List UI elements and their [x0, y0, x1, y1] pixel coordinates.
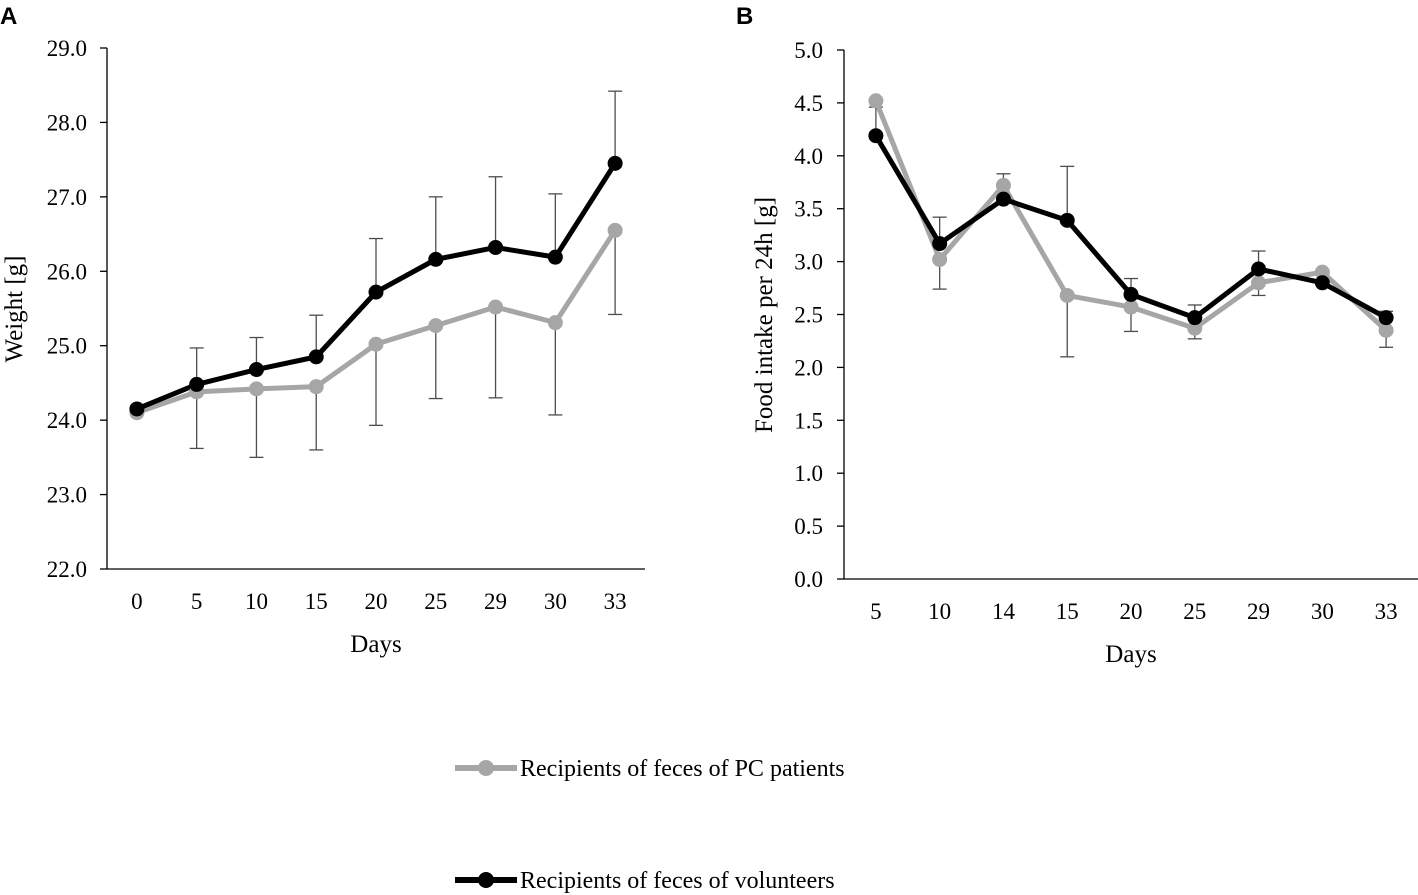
- panel-a-y-axis-title: Weight [g]: [1, 256, 28, 363]
- panel-b-x-tick-label: 10: [928, 599, 951, 624]
- panel-a-x-tick-label: 0: [131, 589, 143, 614]
- panel-a-y-tick-label: 28.0: [47, 110, 87, 135]
- panel-b-x-tick-label: 25: [1183, 599, 1206, 624]
- panel-b-y-tick-label: 0.5: [794, 514, 823, 539]
- panel-a-letter: A: [0, 3, 17, 30]
- legend-item-volunteers: Recipients of feces of volunteers: [455, 868, 835, 894]
- panel-a-y-tick-label: 29.0: [47, 36, 87, 61]
- panel-b-letter: B: [736, 3, 753, 30]
- panel-a-y-tick-label: 27.0: [47, 185, 87, 210]
- panel-b-y-tick-label: 2.0: [794, 355, 823, 380]
- panel-b-data-point-pc-patients: [868, 93, 884, 109]
- panel-b-data-point-pc-patients: [1123, 299, 1139, 315]
- panel-a-data-point-volunteers: [368, 284, 384, 300]
- panel-b-x-tick-label: 29: [1247, 599, 1270, 624]
- legend-swatch-marker-volunteers: [478, 872, 494, 888]
- panel-a-data-point-pc-patients: [488, 299, 504, 315]
- panel-a-data-point-volunteers: [189, 376, 205, 392]
- panel-b-y-tick-label: 0.0: [794, 567, 823, 592]
- panel-a-data-point-volunteers: [428, 251, 444, 267]
- panel-b-data-point-pc-patients: [1378, 322, 1394, 338]
- panel-a-x-tick-label: 29: [484, 589, 507, 614]
- panel-b-data-point-volunteers: [1187, 310, 1203, 326]
- panel-b-data-point-pc-patients: [995, 177, 1011, 193]
- panel-a-x-tick-label: 5: [191, 589, 203, 614]
- panel-a-x-tick-label: 30: [544, 589, 567, 614]
- panel-a-y-tick-label: 24.0: [47, 408, 87, 433]
- panel-b-data-point-pc-patients: [1059, 287, 1075, 303]
- panel-b-y-tick-label: 5.0: [794, 38, 823, 63]
- panel-b-x-axis-title: Days: [1105, 641, 1156, 668]
- panel-b-data-point-pc-patients: [1314, 264, 1330, 280]
- panel-b-x-tick-label: 20: [1120, 599, 1143, 624]
- panel-a-x-tick-label: 15: [305, 589, 328, 614]
- panel-a-x-tick-label: 33: [604, 589, 627, 614]
- panel-b-y-tick-label: 2.5: [794, 303, 823, 328]
- panel-b-data-point-volunteers: [868, 128, 884, 144]
- panel-a-x-tick-label: 20: [365, 589, 388, 614]
- panel-b-y-tick-label: 4.5: [794, 91, 823, 116]
- panel-a-y-tick-label: 26.0: [47, 259, 87, 284]
- panel-a-data-point-pc-patients: [308, 379, 324, 395]
- panel-a-data-point-volunteers: [308, 349, 324, 365]
- panel-b-y-tick-label: 1.0: [794, 461, 823, 486]
- panel-b-data-point-pc-patients: [932, 251, 948, 267]
- panel-b-x-tick-label: 30: [1311, 599, 1334, 624]
- panel-a-x-axis-title: Days: [350, 631, 401, 658]
- panel-a-data-point-pc-patients: [607, 222, 623, 238]
- panel-b-x-tick-label: 5: [870, 599, 882, 624]
- panel-b-x-tick-label: 33: [1375, 599, 1398, 624]
- panel-b-x-tick-label: 14: [992, 599, 1016, 624]
- legend-item-pc-patients: Recipients of feces of PC patients: [455, 756, 845, 782]
- panel-a-data-point-volunteers: [547, 249, 563, 265]
- panel-b-data-point-volunteers: [995, 191, 1011, 207]
- panel-b-data-point-volunteers: [1378, 310, 1394, 326]
- panel-b-data-point-pc-patients: [1251, 275, 1267, 291]
- panel-a-data-point-pc-patients: [428, 318, 444, 334]
- panel-a-data-point-volunteers: [488, 239, 504, 255]
- panel-b-food-intake-chart: B 0.0 0.5 1.0 1.5 2.0 2.5 3.0 3.5 4.0 4.5 5.0 5 10 14…: [736, 3, 1418, 668]
- panel-a-x-tick-label: 10: [245, 589, 268, 614]
- panel-b-data-point-volunteers: [1314, 275, 1330, 291]
- legend-swatch-marker-pc-patients: [478, 760, 494, 776]
- panel-b-data-point-volunteers: [1251, 261, 1267, 277]
- legend-label-pc-patients: Recipients of feces of PC patients: [520, 756, 845, 782]
- panel-b-y-tick-label: 3.5: [794, 197, 823, 222]
- panel-a-data-point-pc-patients: [368, 336, 384, 352]
- panel-a-y-tick-label: 23.0: [47, 483, 87, 508]
- panel-a-y-tick-label: 22.0: [47, 557, 87, 582]
- legend: Recipients of feces of PC patients Recip…: [455, 756, 845, 894]
- panel-b-data-point-volunteers: [932, 236, 948, 252]
- panel-a-data-point-pc-patients: [248, 381, 264, 397]
- panel-b-data-point-volunteers: [1059, 212, 1075, 228]
- panel-b-x-tick-label: 15: [1056, 599, 1079, 624]
- panel-a-data-point-volunteers: [129, 401, 145, 417]
- panel-b-y-tick-label: 4.0: [794, 144, 823, 169]
- panel-a-y-tick-label: 25.0: [47, 334, 87, 359]
- panel-b-data-point-volunteers: [1123, 286, 1139, 302]
- panel-a-weight-chart: A 22.0 23.0 24.0 25.0 26.0 27.0 28.0 29.0 0 5 10 15…: [0, 3, 645, 658]
- panel-a-data-point-volunteers: [248, 362, 264, 378]
- panel-b-data-point-pc-patients: [1187, 320, 1203, 336]
- panel-a-data-point-volunteers: [607, 155, 623, 171]
- panel-a-data-point-pc-patients: [547, 315, 563, 331]
- panel-b-y-axis-title: Food intake per 24h [g]: [751, 197, 778, 433]
- panel-b-y-tick-label: 3.0: [794, 250, 823, 275]
- legend-label-volunteers: Recipients of feces of volunteers: [520, 868, 835, 894]
- panel-a-x-tick-label: 25: [424, 589, 447, 614]
- panel-b-y-tick-label: 1.5: [794, 408, 823, 433]
